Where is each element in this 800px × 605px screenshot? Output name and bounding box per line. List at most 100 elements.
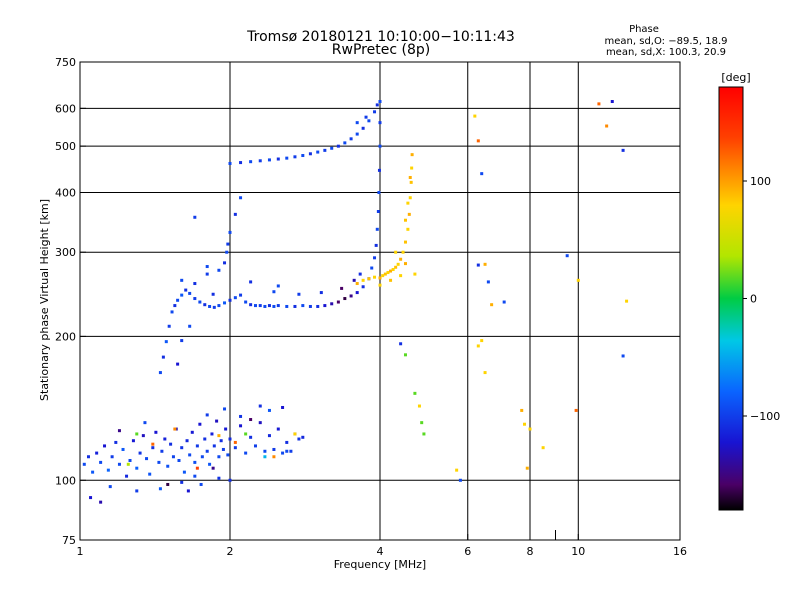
y-tick-label: 200 — [55, 330, 76, 343]
data-point — [125, 474, 129, 478]
data-point — [239, 414, 243, 418]
data-point — [205, 413, 209, 417]
data-point — [244, 300, 248, 304]
data-point — [377, 168, 381, 172]
data-point — [211, 292, 215, 296]
data-point — [258, 304, 262, 308]
data-point — [276, 427, 280, 431]
data-point — [249, 280, 253, 284]
data-point — [541, 446, 545, 450]
data-point — [399, 342, 403, 346]
data-point — [349, 294, 353, 298]
data-point — [203, 303, 207, 307]
data-point — [249, 418, 253, 422]
data-point — [180, 446, 184, 450]
colorbar-gradient — [719, 87, 743, 510]
data-point — [167, 324, 171, 328]
data-point — [228, 437, 232, 441]
data-point — [176, 298, 180, 302]
y-tick-label: 400 — [55, 186, 76, 199]
data-point — [225, 250, 229, 254]
data-point — [367, 277, 371, 281]
x-tick-label: 2 — [227, 545, 234, 558]
data-point — [188, 453, 192, 457]
data-point — [263, 449, 267, 453]
data-point — [131, 439, 135, 443]
data-point — [293, 155, 297, 159]
data-point — [267, 304, 271, 308]
data-point — [375, 103, 379, 107]
data-point — [373, 110, 377, 114]
data-point — [126, 462, 130, 466]
x-tick-label: 4 — [377, 545, 384, 558]
colorbar-tick-label: 0 — [750, 293, 757, 306]
data-point — [394, 250, 398, 254]
data-point — [381, 274, 385, 278]
data-point — [215, 419, 219, 423]
data-point — [169, 442, 173, 446]
data-point — [386, 271, 390, 275]
data-point — [420, 421, 424, 425]
data-point — [239, 424, 243, 428]
data-point — [151, 442, 155, 446]
data-point — [403, 262, 407, 266]
x-tick-label: 6 — [464, 545, 471, 558]
data-point — [210, 432, 214, 436]
data-point — [458, 478, 462, 482]
data-point — [158, 487, 162, 491]
data-point — [86, 455, 90, 459]
data-point — [239, 196, 243, 200]
data-point — [188, 291, 192, 295]
data-point — [374, 243, 378, 247]
data-point — [476, 139, 480, 143]
data-point — [403, 353, 407, 357]
data-point — [217, 304, 221, 308]
data-point — [166, 482, 170, 486]
data-point — [373, 275, 377, 279]
data-point — [267, 408, 271, 412]
data-point — [212, 444, 216, 448]
data-point — [171, 455, 175, 459]
data-point — [163, 437, 167, 441]
data-point — [177, 458, 181, 462]
data-point — [355, 282, 359, 286]
data-point — [193, 474, 197, 478]
data-point — [408, 175, 412, 179]
data-point — [364, 115, 368, 119]
data-point — [576, 278, 580, 282]
data-point — [186, 489, 190, 493]
data-point — [297, 437, 301, 441]
data-point — [330, 146, 334, 150]
data-point — [323, 148, 327, 152]
data-point — [176, 362, 180, 366]
data-point — [399, 257, 403, 261]
data-point — [106, 468, 110, 472]
data-point — [249, 160, 253, 164]
phase-stats-title: Phase — [629, 24, 659, 35]
data-point — [233, 440, 237, 444]
data-point — [621, 354, 625, 358]
phase-stats-o: mean, sd,O: −89.5, 18.9 — [605, 36, 728, 47]
data-point — [285, 449, 289, 453]
data-point — [272, 447, 276, 451]
data-point — [316, 150, 320, 154]
data-point — [258, 404, 262, 408]
data-point — [244, 451, 248, 455]
data-point — [253, 304, 257, 308]
data-point — [267, 158, 271, 162]
data-point — [473, 114, 477, 118]
data-point — [228, 478, 232, 482]
data-point — [480, 172, 484, 176]
y-axis-label: Stationary phase Virtual Height [km] — [38, 199, 51, 401]
data-point — [180, 339, 184, 343]
data-point — [272, 455, 276, 459]
data-point — [208, 304, 212, 308]
data-point — [367, 119, 371, 123]
data-point — [375, 227, 379, 231]
phase-colorbar: [deg] 100 0 −100 — [718, 71, 780, 511]
data-point — [223, 407, 227, 411]
data-point — [323, 304, 327, 308]
data-point — [340, 286, 344, 290]
data-point — [370, 266, 374, 270]
